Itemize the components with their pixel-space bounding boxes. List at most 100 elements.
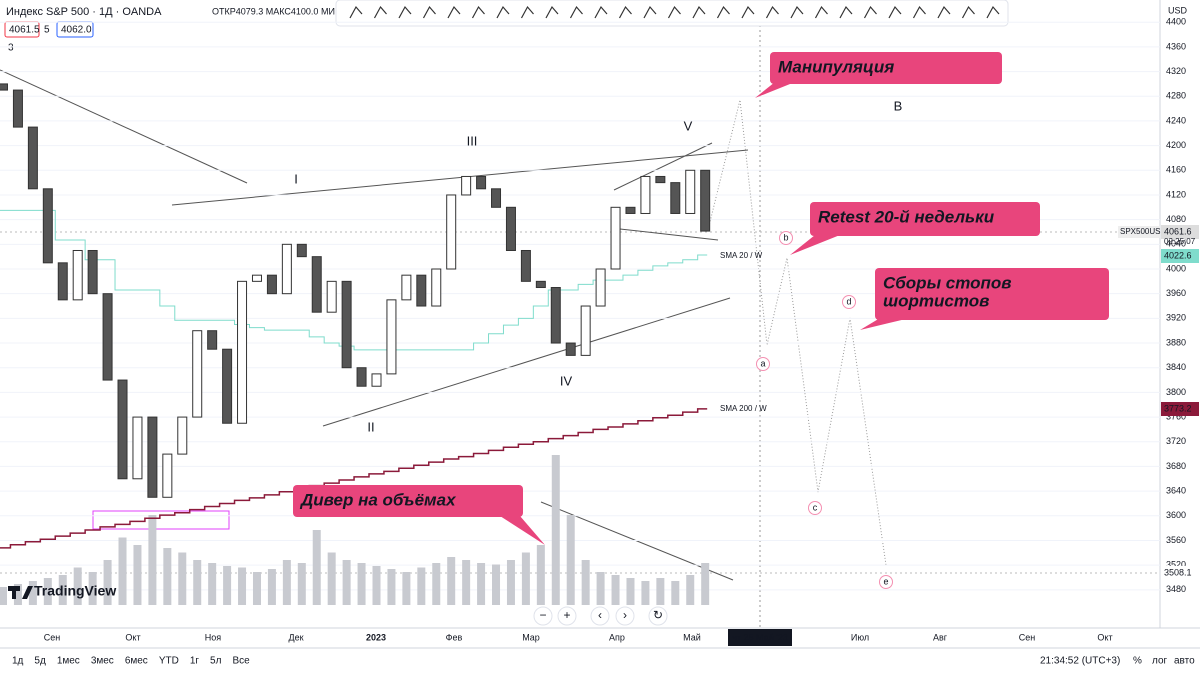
x-tick-label: Дек <box>288 632 303 642</box>
period-button[interactable]: 6мес <box>125 656 148 667</box>
tool-icon[interactable] <box>667 5 681 19</box>
tool-icon[interactable] <box>839 5 853 19</box>
callout <box>770 52 1002 84</box>
x-tick-label: Окт <box>125 632 140 642</box>
candle <box>685 169 696 214</box>
volume-bar <box>163 548 172 605</box>
tool-icon[interactable] <box>716 5 730 19</box>
candle <box>251 274 262 282</box>
tool-icon[interactable] <box>863 5 877 19</box>
volume-bar <box>671 581 680 605</box>
tool-icon[interactable] <box>496 5 510 19</box>
period-button[interactable]: 1д <box>12 656 24 667</box>
candle <box>491 188 502 208</box>
x-tick-label: Мар <box>522 632 540 642</box>
volume-bar <box>223 566 232 605</box>
y-tick-label: 4120 <box>1166 189 1186 199</box>
y-tick-label: 4000 <box>1166 263 1186 273</box>
tool-icon[interactable] <box>471 5 485 19</box>
wave-circle <box>879 575 893 589</box>
volume-bar <box>148 515 157 605</box>
tool-icon[interactable] <box>349 5 363 19</box>
tool-icon[interactable] <box>643 5 657 19</box>
volume-bar <box>551 455 560 605</box>
sma-line <box>0 209 708 351</box>
indicators-toggle[interactable]: 3 <box>8 43 14 54</box>
volume-bar <box>0 587 7 605</box>
currency[interactable]: USD <box>1168 5 1188 15</box>
period-button[interactable]: 1г <box>190 656 200 667</box>
nav-button[interactable] <box>557 606 577 626</box>
tool-icon[interactable] <box>398 5 412 19</box>
log-toggle[interactable]: лог <box>1152 656 1168 667</box>
tool-icon[interactable] <box>790 5 804 19</box>
x-tick-label: чт 25 Май '23 <box>732 632 788 642</box>
y-tick-label: 3800 <box>1166 387 1186 397</box>
period-button[interactable]: Все <box>232 656 250 667</box>
y-tick-label: 3640 <box>1166 485 1186 495</box>
tool-icon[interactable] <box>814 5 828 19</box>
nav-button[interactable] <box>590 606 610 626</box>
tool-icon[interactable] <box>888 5 902 19</box>
wave-circle <box>808 501 822 515</box>
candle <box>177 416 188 455</box>
sma-line <box>0 408 708 549</box>
nav-button[interactable] <box>648 606 668 626</box>
y-tick-label: 4320 <box>1166 66 1186 76</box>
wave-label: V <box>684 118 693 133</box>
y-tick-label: 3680 <box>1166 461 1186 471</box>
y-tick-label: 4040 <box>1166 239 1186 249</box>
nav-button[interactable] <box>533 606 553 626</box>
tool-icon[interactable] <box>912 5 926 19</box>
y-tick-label: 4280 <box>1166 91 1186 101</box>
volume-bar <box>656 578 665 605</box>
tool-icon[interactable] <box>986 5 1000 19</box>
tool-icon[interactable] <box>569 5 583 19</box>
tool-icon[interactable] <box>765 5 779 19</box>
period-button[interactable]: 5л <box>210 656 222 667</box>
volume-bar <box>267 569 276 605</box>
y-tick-label: 4240 <box>1166 115 1186 125</box>
tool-icon[interactable] <box>447 5 461 19</box>
drawing-toolbar <box>335 0 1009 27</box>
volume-bar <box>252 572 261 605</box>
period-button[interactable]: 5д <box>34 656 46 667</box>
y-tick-label: 4400 <box>1166 17 1186 27</box>
candle <box>625 206 636 214</box>
tool-icon[interactable] <box>692 5 706 19</box>
sma200-price-box <box>1161 402 1199 416</box>
percent-toggle[interactable]: % <box>1133 656 1142 667</box>
tool-icon[interactable] <box>961 5 975 19</box>
tool-icon[interactable] <box>618 5 632 19</box>
tool-icon[interactable] <box>594 5 608 19</box>
target-price-box <box>1161 566 1199 580</box>
tool-icon[interactable] <box>741 5 755 19</box>
spread: 5 <box>44 25 50 36</box>
tool-icon[interactable] <box>937 5 951 19</box>
wave-circle <box>756 357 770 371</box>
candle <box>117 379 128 480</box>
tool-icon[interactable] <box>422 5 436 19</box>
tool-icon[interactable] <box>373 5 387 19</box>
period-button[interactable]: 3мес <box>91 656 114 667</box>
ask: 4062.0 <box>61 25 92 36</box>
y-tick-label: 3760 <box>1166 411 1186 421</box>
candle <box>565 342 576 356</box>
nav-button[interactable] <box>615 606 635 626</box>
period-button[interactable]: 1мес <box>57 656 80 667</box>
tool-icon[interactable] <box>520 5 534 19</box>
x-tick-label: Фев <box>446 632 463 642</box>
volume-bar <box>402 572 411 605</box>
candle <box>207 330 218 350</box>
candle <box>57 262 68 301</box>
candle <box>580 305 591 356</box>
candle <box>700 169 711 232</box>
tool-icon[interactable] <box>545 5 559 19</box>
y-tick-label: 3920 <box>1166 313 1186 323</box>
auto-toggle[interactable]: авто <box>1174 656 1195 667</box>
volume-bar <box>701 563 710 605</box>
header-text: Индекс S&P 500 · 1Д · OANDA <box>6 6 162 18</box>
period-button[interactable]: YTD <box>159 656 179 667</box>
volume-bar <box>357 563 366 605</box>
bid: 4061.5 <box>9 25 40 36</box>
